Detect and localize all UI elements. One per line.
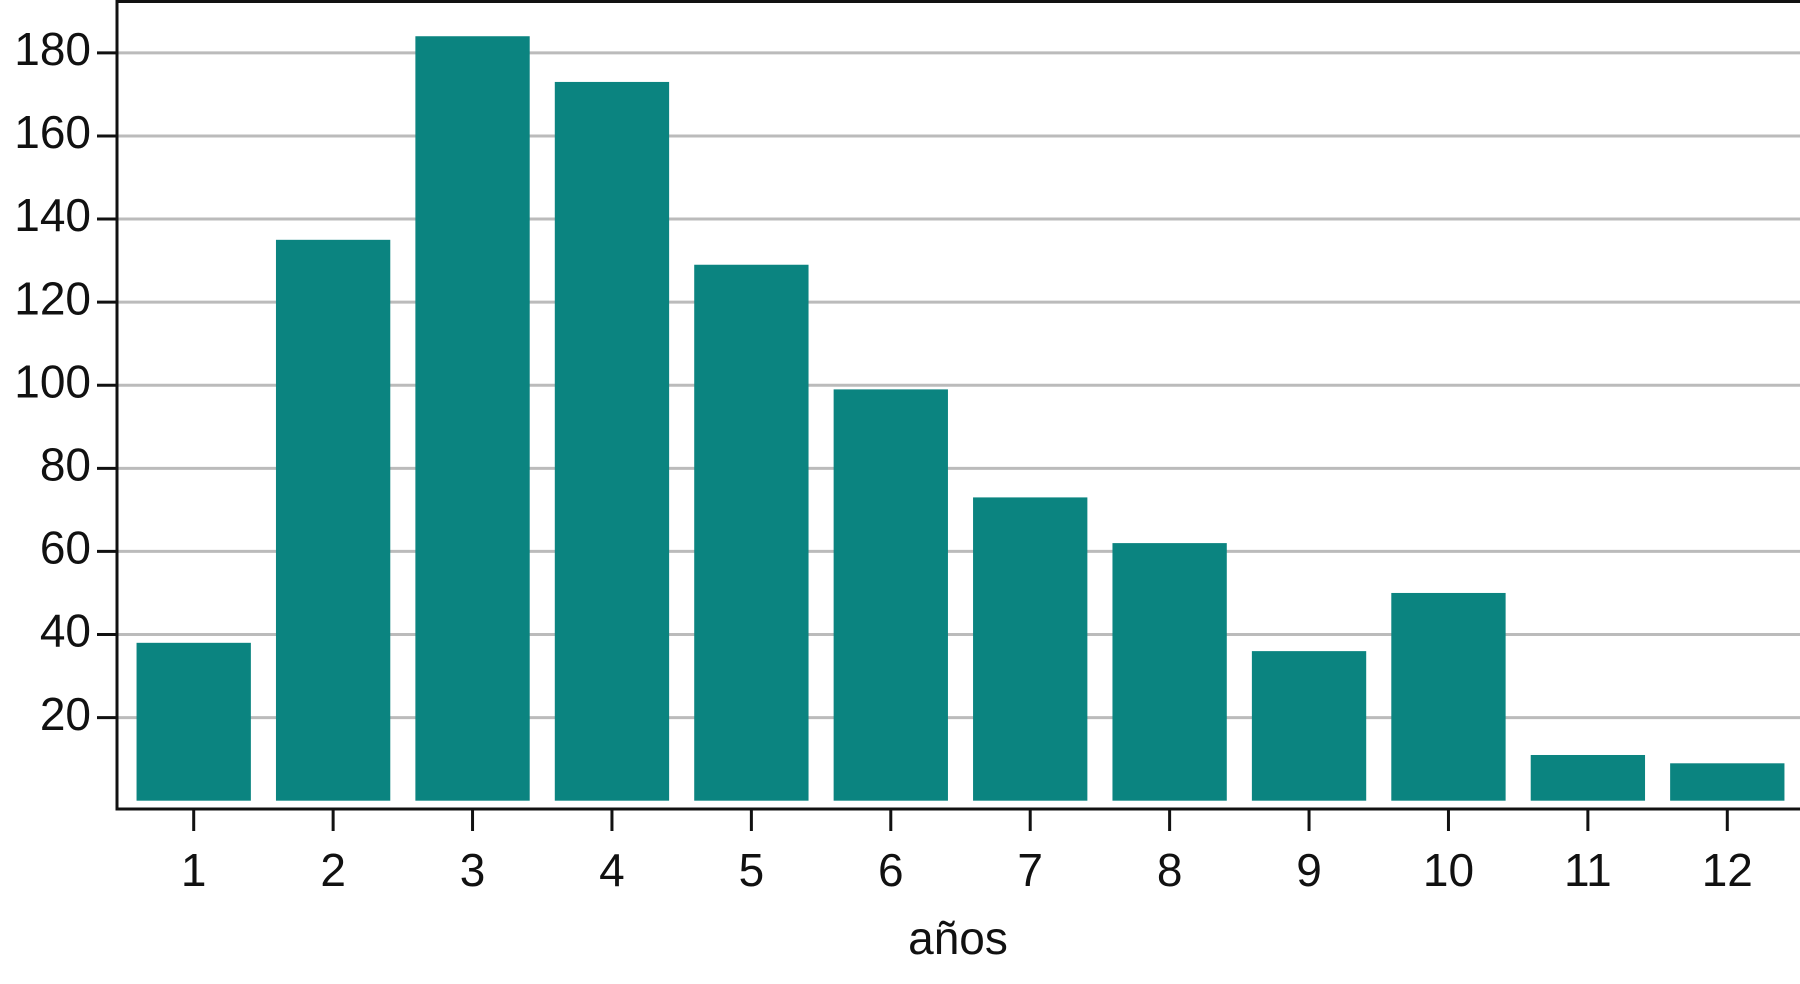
y-tick-label: 60 xyxy=(40,522,91,574)
bar xyxy=(1670,763,1785,801)
x-tick-label: 1 xyxy=(181,844,207,896)
bar xyxy=(694,264,809,801)
y-tick-label: 140 xyxy=(14,189,91,241)
x-tick-label: 12 xyxy=(1702,844,1753,896)
x-tick-label: 11 xyxy=(1564,844,1612,896)
y-tick-label: 120 xyxy=(14,272,91,324)
bar xyxy=(1112,543,1227,801)
x-tick-label: 10 xyxy=(1423,844,1474,896)
x-axis-label: años xyxy=(908,912,1008,964)
y-tick-label: 180 xyxy=(14,23,91,75)
x-tick-label: 6 xyxy=(878,844,904,896)
y-tick-label: 100 xyxy=(14,355,91,407)
bar xyxy=(1530,754,1646,801)
bar xyxy=(833,389,948,801)
bar xyxy=(136,642,251,801)
y-tick-label: 160 xyxy=(14,106,91,158)
y-tick-label: 20 xyxy=(40,688,91,740)
x-tick-label: 8 xyxy=(1157,844,1183,896)
x-tick-label: 5 xyxy=(739,844,765,896)
bar xyxy=(973,497,1088,801)
bar xyxy=(554,81,670,801)
bar xyxy=(1251,651,1367,801)
bar xyxy=(275,239,391,801)
x-tick-label: 4 xyxy=(599,844,625,896)
x-tick-label: 2 xyxy=(320,844,346,896)
y-tick-label: 40 xyxy=(40,605,91,657)
x-tick-label: 3 xyxy=(460,844,486,896)
y-tick-label: 80 xyxy=(40,438,91,490)
bar xyxy=(1391,592,1506,801)
x-tick-label: 9 xyxy=(1296,844,1322,896)
bar xyxy=(415,36,530,801)
x-tick-label: 7 xyxy=(1017,844,1043,896)
